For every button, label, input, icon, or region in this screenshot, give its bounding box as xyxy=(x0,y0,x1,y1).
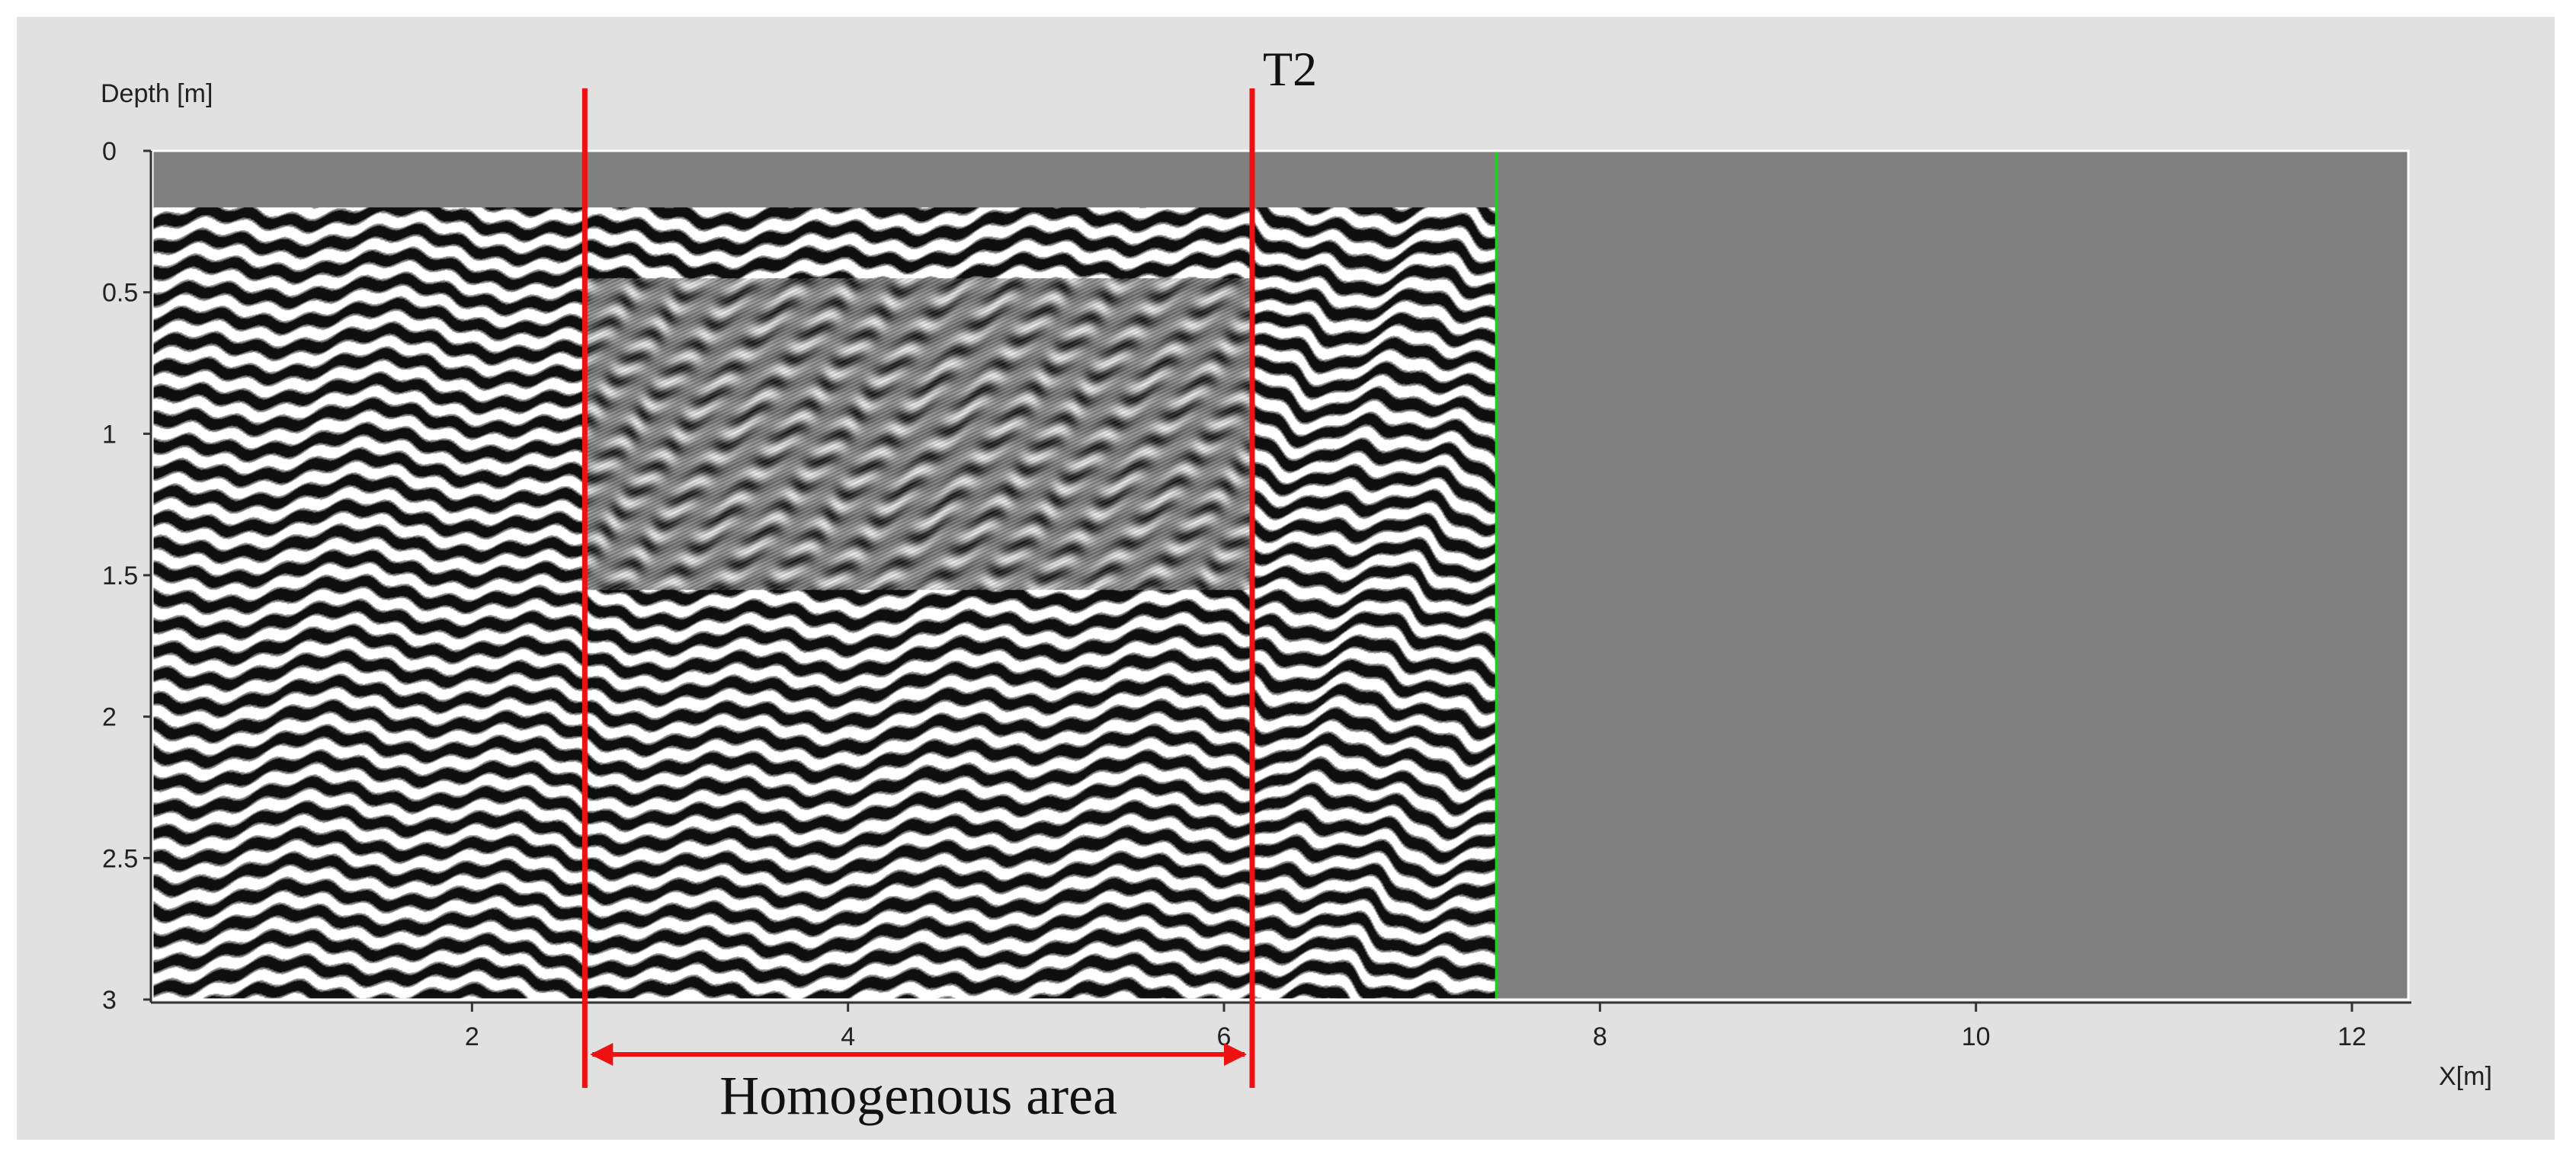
x-tick-label: 12 xyxy=(2337,1022,2366,1051)
y-axis-ticks: 0 0.5 1 1.5 2 2.5 3 xyxy=(102,137,151,1015)
plot-border xyxy=(151,149,2410,1001)
plot-area xyxy=(149,149,2411,1004)
marker-label: T2 xyxy=(1263,42,1317,96)
x-tick-label: 2 xyxy=(465,1022,479,1051)
y-tick-label: 1 xyxy=(102,420,117,449)
radargram-image xyxy=(152,207,1497,1000)
x-tick-label: 8 xyxy=(1593,1022,1607,1051)
x-tick-label: 6 xyxy=(1217,1022,1232,1051)
x-tick-label: 10 xyxy=(1962,1022,1991,1051)
y-axis-label: Depth [m] xyxy=(101,79,213,108)
x-axis-ticks: 2 4 6 8 10 12 xyxy=(465,1003,2366,1051)
y-tick-label: 2.5 xyxy=(102,844,138,873)
y-tick-label: 1.5 xyxy=(102,561,138,590)
y-tick-label: 2 xyxy=(102,703,117,732)
y-tick-label: 0.5 xyxy=(102,279,138,308)
y-tick-label: 3 xyxy=(102,986,117,1015)
span-label: Homogenous area xyxy=(719,1065,1117,1126)
y-tick-label: 0 xyxy=(102,137,117,166)
x-axis-label: X[m] xyxy=(2439,1062,2492,1091)
annotations-layer: T2 Homogenous area xyxy=(582,42,1317,1126)
x-tick-label: 4 xyxy=(841,1022,855,1051)
